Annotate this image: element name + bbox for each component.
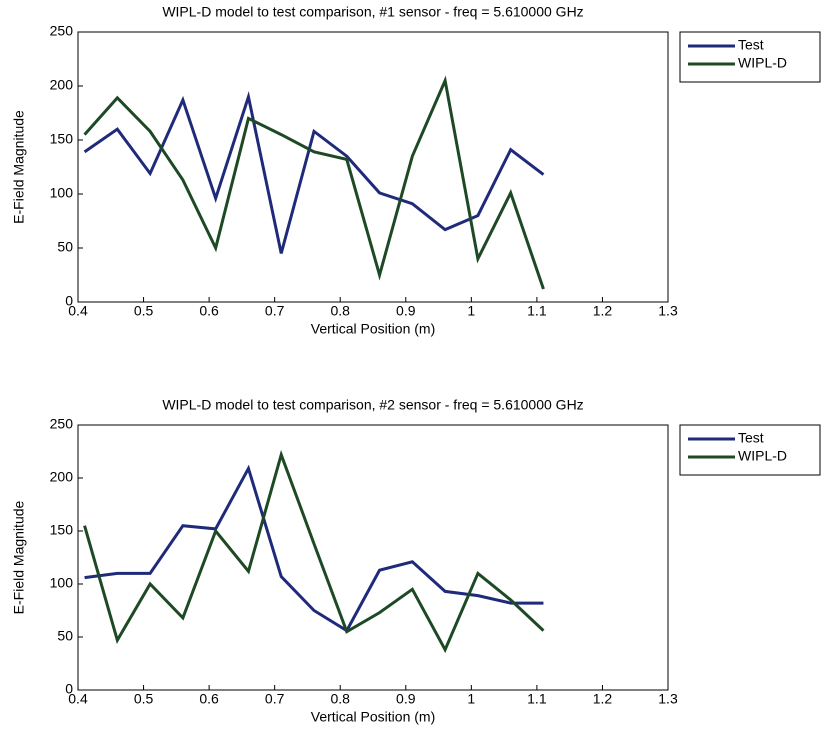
y-tick-label: 100 (50, 575, 74, 591)
y-tick-label: 50 (57, 239, 73, 255)
y-axis-label: E-Field Magnitude (11, 110, 27, 224)
series-line (83, 75, 545, 290)
y-tick-label: 150 (50, 131, 74, 147)
series-line (83, 449, 545, 654)
y-tick-label: 0 (65, 681, 73, 697)
x-axis-label: Vertical Position (m) (311, 709, 435, 725)
x-tick-label: 0.9 (396, 303, 416, 319)
legend-label: Test (738, 37, 764, 53)
y-tick-label: 0 (65, 293, 73, 309)
x-tick-label: 0.4 (68, 691, 88, 707)
plot-area (77, 31, 669, 303)
legend-box (679, 31, 821, 83)
plot-area (77, 424, 669, 691)
x-tick-label: 0.6 (199, 691, 219, 707)
series-line (84, 464, 544, 633)
y-tick-label: 150 (50, 522, 74, 538)
chart-title: WIPL-D model to test comparison, #2 sens… (162, 397, 583, 413)
y-tick-label: 50 (57, 628, 73, 644)
y-axis-label: E-Field Magnitude (11, 500, 27, 614)
x-tick-label: 1.3 (658, 303, 678, 319)
x-tick-label: 1.3 (658, 691, 678, 707)
y-tick-label: 100 (50, 185, 74, 201)
chart-title: WIPL-D model to test comparison, #1 sens… (162, 4, 583, 20)
x-tick-label: 0.7 (265, 691, 285, 707)
legend-box (679, 424, 821, 476)
y-tick-label: 200 (50, 469, 74, 485)
x-tick-label: 0.7 (265, 303, 285, 319)
x-tick-label: 1.1 (527, 691, 547, 707)
x-tick-label: 1.2 (593, 691, 613, 707)
y-tick-label: 250 (50, 416, 74, 432)
x-tick-label: 0.5 (134, 691, 154, 707)
legend-label: WIPL-D (738, 448, 787, 464)
x-tick-label: 0.8 (330, 691, 350, 707)
x-tick-label: 1.2 (593, 303, 613, 319)
x-tick-label: 0.8 (330, 303, 350, 319)
x-axis-label: Vertical Position (m) (311, 321, 435, 337)
y-tick-label: 250 (50, 23, 74, 39)
x-tick-label: 0.5 (134, 303, 154, 319)
x-tick-label: 1.1 (527, 303, 547, 319)
x-tick-label: 1 (467, 303, 475, 319)
x-tick-label: 1 (467, 691, 475, 707)
legend-label: WIPL-D (738, 55, 787, 71)
y-tick-label: 200 (50, 77, 74, 93)
legend-label: Test (738, 430, 764, 446)
x-tick-label: 0.6 (199, 303, 219, 319)
x-tick-label: 0.4 (68, 303, 88, 319)
x-tick-label: 0.9 (396, 691, 416, 707)
